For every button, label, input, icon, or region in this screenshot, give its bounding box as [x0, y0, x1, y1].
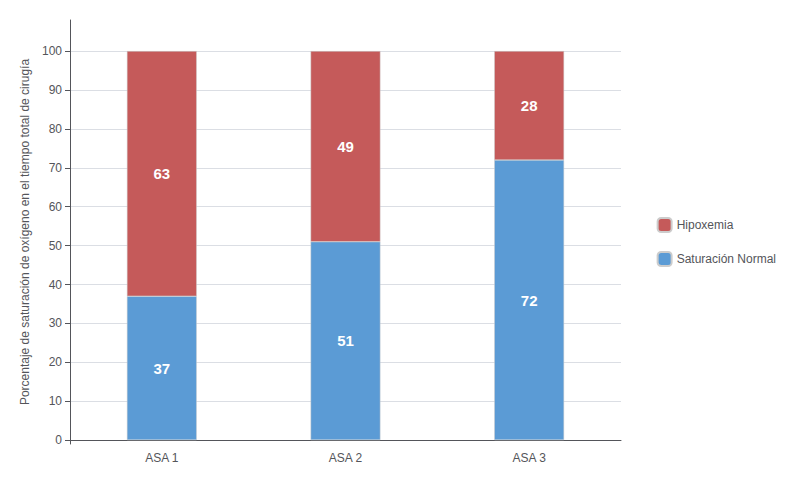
svg-text:20: 20	[49, 355, 63, 369]
svg-text:51: 51	[337, 332, 354, 349]
svg-text:72: 72	[521, 292, 538, 309]
svg-text:90: 90	[49, 83, 63, 97]
svg-text:60: 60	[49, 200, 63, 214]
svg-text:10: 10	[49, 394, 63, 408]
svg-text:Porcentaje de saturación de ox: Porcentaje de saturación de oxígeno en e…	[18, 59, 32, 406]
svg-text:49: 49	[337, 138, 354, 155]
svg-text:100: 100	[42, 44, 62, 58]
svg-text:ASA 2: ASA 2	[329, 451, 363, 465]
svg-text:50: 50	[49, 239, 63, 253]
svg-text:37: 37	[153, 360, 170, 377]
svg-text:40: 40	[49, 278, 63, 292]
svg-text:80: 80	[49, 122, 63, 136]
svg-text:63: 63	[153, 165, 170, 182]
svg-text:Hipoxemia: Hipoxemia	[677, 218, 734, 232]
svg-text:30: 30	[49, 316, 63, 330]
svg-text:0: 0	[55, 433, 62, 447]
svg-text:Saturación Normal: Saturación Normal	[677, 252, 776, 266]
svg-text:70: 70	[49, 161, 63, 175]
svg-text:28: 28	[521, 97, 538, 114]
svg-text:ASA 3: ASA 3	[512, 451, 546, 465]
svg-text:ASA 1: ASA 1	[145, 451, 179, 465]
